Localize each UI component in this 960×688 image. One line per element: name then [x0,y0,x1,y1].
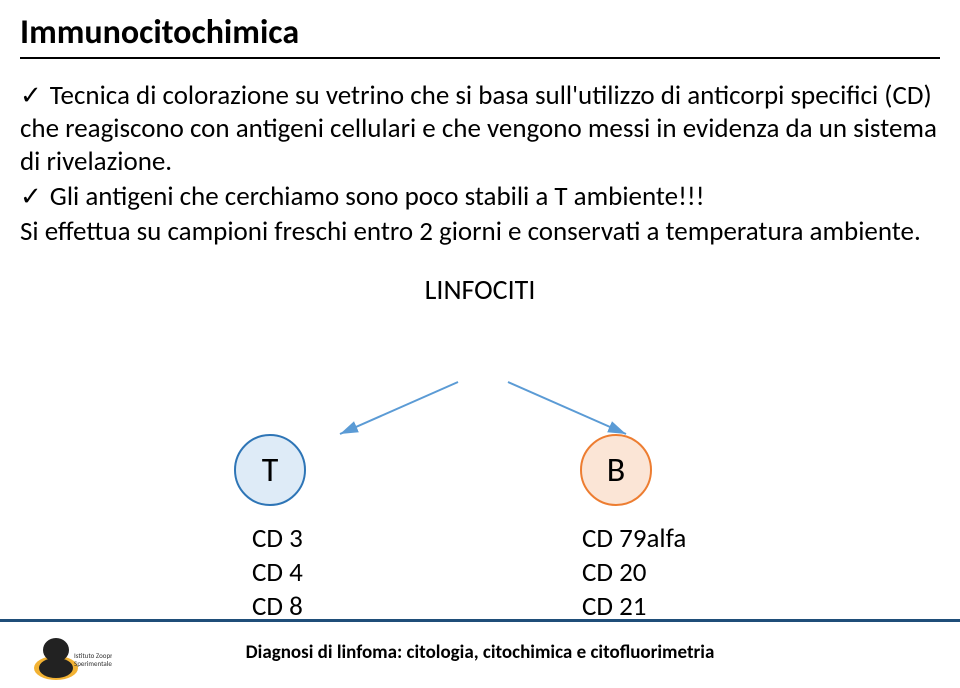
node-b: B [580,434,652,506]
bullet-2: Gli antigeni che cerchiamo sono poco sta… [20,181,940,214]
cd-item: CD 3 [252,522,303,556]
node-t-label: T [262,450,279,491]
cd-list-t: CD 3 CD 4 CD 8 [252,522,303,623]
page-title: Immunocitochimica [20,12,940,53]
note-text: Si effettua su campioni freschi entro 2 … [20,216,940,249]
diagram-heading: LINFOCITI [20,273,940,307]
slide: Immunocitochimica Tecnica di colorazione… [0,0,960,688]
logo-icon: Istituto Zooprofilattico Sperimentale de… [24,628,112,686]
cd-item: CD 79alfa [582,522,686,556]
arrow-left-icon [330,378,470,442]
svg-text:Sperimentale delle Venezie: Sperimentale delle Venezie [74,659,112,668]
node-t: T [234,434,306,506]
title-container: Immunocitochimica [20,12,940,59]
footer-divider [0,619,960,622]
cd-item: CD 20 [582,556,686,590]
cd-item: CD 4 [252,556,303,590]
cd-list-b: CD 79alfa CD 20 CD 21 [582,522,686,623]
arrow-right-icon [498,378,638,442]
footer-text: Diagnosi di linfoma: citologia, citochim… [0,641,960,664]
body-text: Tecnica di colorazione su vetrino che si… [20,80,940,309]
node-b-label: B [607,450,626,491]
diagram: T B CD 3 CD 4 CD 8 CD 79alfa CD 20 CD 21 [0,360,960,580]
bullet-1: Tecnica di colorazione su vetrino che si… [20,80,940,179]
